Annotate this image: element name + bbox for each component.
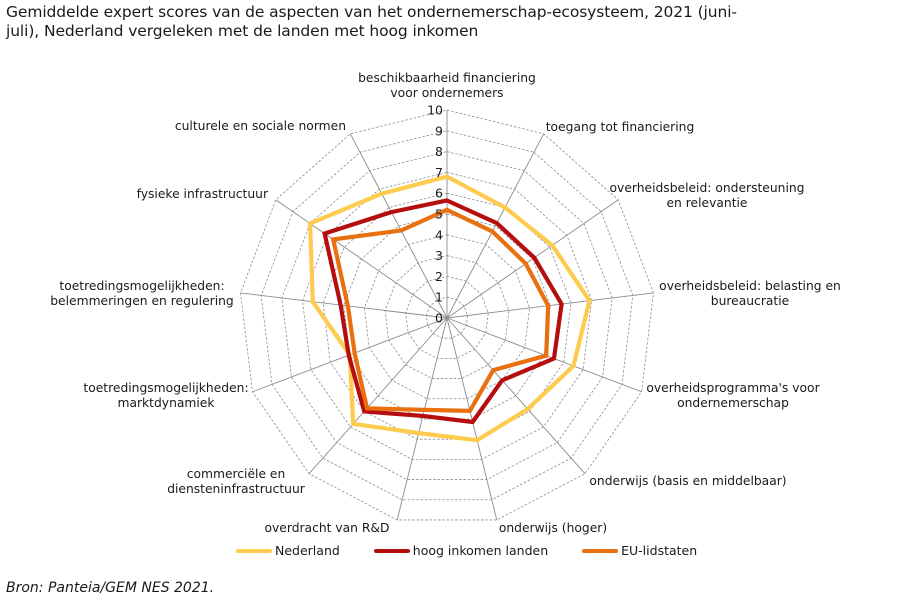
chart-legend: Nederland hoog inkomen landen EU-lidstat… [236, 543, 731, 558]
legend-item-hoog-inkomen: hoog inkomen landen [373, 543, 549, 558]
axis-label-line: ondernemerschap [677, 396, 789, 410]
radial-tick-label: 9 [435, 123, 443, 138]
radial-tick-label: 5 [435, 207, 443, 222]
axis-label: overheidsbeleid: belasting en bureaucrati… [659, 279, 841, 308]
chart-title-line-2: juli), Nederland vergeleken met de lande… [6, 22, 479, 40]
legend-label-hoog-inkomen: hoog inkomen landen [412, 543, 549, 558]
radial-tick-label: 4 [435, 227, 443, 242]
axis-label: commerciële en diensteninfrastructuur [167, 467, 306, 496]
radar-series [307, 174, 592, 443]
radial-tick-label: 1 [435, 290, 443, 305]
grid-ring [302, 171, 592, 460]
axis-label: beschikbaarheid financiering voor onderne… [358, 71, 536, 100]
legend-swatch-hoog-inkomen [373, 548, 410, 553]
radar-grid [240, 109, 654, 521]
legend-item-nederland: Nederland [236, 543, 340, 558]
axis-label-line: onderwijs (hoger) [499, 521, 607, 535]
axis-label-line: marktdynamiek [117, 396, 215, 410]
axis-label: overheidsbeleid: ondersteuning en relevan… [610, 181, 805, 210]
axis-label: culturele en sociale normen [175, 119, 346, 133]
radial-tick-label: 10 [427, 103, 443, 118]
axis-label: toegang tot financiering [546, 120, 695, 134]
grid-ring [425, 296, 469, 339]
axis-label: onderwijs (hoger) [499, 521, 607, 535]
grid-ring [322, 192, 572, 440]
chart-title-line-1: Gemiddelde expert scores van de aspecten… [6, 3, 737, 21]
radial-tick-label: 7 [435, 165, 443, 180]
radial-tick-label: 0 [435, 311, 443, 326]
series-line-hoog-inkomen-landen [322, 198, 564, 425]
radial-tick-label: 2 [435, 269, 443, 284]
legend-label-nederland: Nederland [275, 543, 340, 558]
axis-spoke [308, 317, 448, 474]
axis-label: overdracht van R&D [264, 521, 389, 535]
axis-spoke [349, 133, 448, 319]
axis-label-line: en relevantie [666, 196, 747, 210]
legend-swatch-eu [582, 548, 619, 553]
radial-tick-label: 6 [435, 186, 443, 201]
series-line-eu-lidstaten [330, 207, 551, 414]
grid-ring [281, 151, 613, 480]
grid-ring [260, 130, 634, 501]
radial-tick-label: 8 [435, 144, 443, 159]
axis-label-line: beschikbaarheid financiering [358, 71, 536, 85]
grid-ring [363, 234, 531, 400]
radial-tick-labels: 0 1 2 3 4 5 6 7 8 9 10 [427, 103, 443, 326]
axis-label-line: commerciële en [187, 467, 286, 481]
axis-label-line: toetredingsmogelijkheden: [59, 279, 224, 293]
axis-label: overheidsprogramma's voor ondernemerschap [646, 381, 820, 410]
axis-spoke [446, 133, 545, 319]
axis-label-line: diensteninfrastructuur [167, 482, 306, 496]
axis-label-line: bureaucratie [711, 294, 789, 308]
axis-label-line: fysieke infrastructuur [137, 187, 269, 201]
source-note: Bron: Panteia/GEM NES 2021. [6, 580, 215, 596]
axis-label: onderwijs (basis en middelbaar) [589, 474, 786, 488]
grid-ring [384, 255, 510, 379]
axis-label: fysieke infrastructuur [137, 187, 269, 201]
axis-spoke [396, 317, 448, 521]
axis-spoke [446, 317, 586, 474]
radial-tick-label: 3 [435, 248, 443, 263]
legend-item-eu: EU-lidstaten [582, 543, 697, 558]
grid-ring [240, 109, 654, 521]
axis-label-line: belemmeringen en regulering [50, 294, 234, 308]
axis-label-line: overheidsbeleid: belasting en [659, 279, 841, 293]
axis-spoke [446, 317, 498, 521]
series-line-nederland [307, 174, 592, 443]
axis-label: toetredingsmogelijkheden: marktdynamiek [83, 381, 248, 410]
axis-label-line: overheidsprogramma's voor [646, 381, 820, 395]
legend-swatch-nederland [236, 548, 272, 553]
axis-label-line: toetredingsmogelijkheden: [83, 381, 248, 395]
axis-label: toetredingsmogelijkheden: belemmeringen e… [50, 279, 234, 308]
chart-title: Gemiddelde expert scores van de aspecten… [6, 3, 737, 41]
axis-label-line: voor ondernemers [390, 86, 503, 100]
axis-label-line: culturele en sociale normen [175, 119, 346, 133]
axis-label-line: toegang tot financiering [546, 120, 695, 134]
grid-ring [405, 275, 489, 359]
axis-label-line: onderwijs (basis en middelbaar) [589, 474, 786, 488]
axis-label-line: overheidsbeleid: ondersteuning [610, 181, 805, 195]
legend-label-eu: EU-lidstaten [621, 543, 698, 558]
axis-label-line: overdracht van R&D [264, 521, 389, 535]
axis-spoke [240, 292, 448, 319]
axis-labels: beschikbaarheid financiering voor onderne… [50, 71, 841, 535]
axis-spoke [275, 199, 448, 319]
